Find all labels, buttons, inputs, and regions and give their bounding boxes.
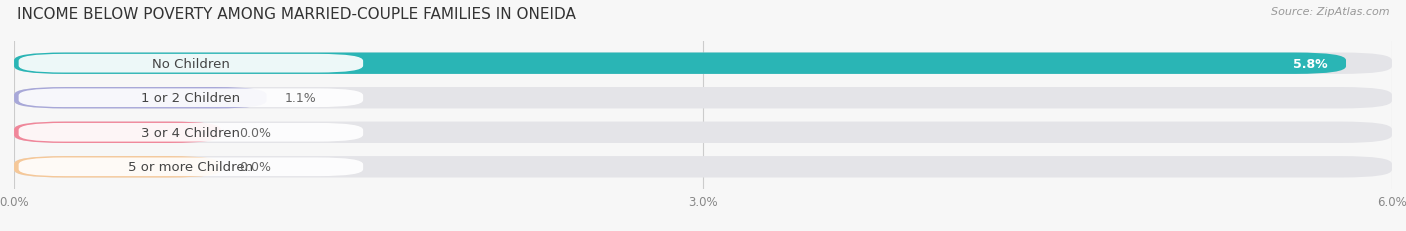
Text: 1 or 2 Children: 1 or 2 Children xyxy=(142,92,240,105)
FancyBboxPatch shape xyxy=(18,55,363,73)
FancyBboxPatch shape xyxy=(14,88,267,109)
FancyBboxPatch shape xyxy=(14,122,221,143)
FancyBboxPatch shape xyxy=(14,88,1392,109)
Text: 3 or 4 Children: 3 or 4 Children xyxy=(142,126,240,139)
FancyBboxPatch shape xyxy=(14,156,221,178)
FancyBboxPatch shape xyxy=(14,53,1346,75)
Text: No Children: No Children xyxy=(152,58,229,70)
FancyBboxPatch shape xyxy=(18,158,363,176)
FancyBboxPatch shape xyxy=(14,156,1392,178)
FancyBboxPatch shape xyxy=(14,53,1392,75)
Text: 5 or more Children: 5 or more Children xyxy=(128,161,253,173)
FancyBboxPatch shape xyxy=(14,122,1392,143)
Text: INCOME BELOW POVERTY AMONG MARRIED-COUPLE FAMILIES IN ONEIDA: INCOME BELOW POVERTY AMONG MARRIED-COUPL… xyxy=(17,7,575,22)
Text: Source: ZipAtlas.com: Source: ZipAtlas.com xyxy=(1271,7,1389,17)
Text: 5.8%: 5.8% xyxy=(1294,58,1327,70)
FancyBboxPatch shape xyxy=(18,89,363,108)
Text: 0.0%: 0.0% xyxy=(239,161,271,173)
Text: 1.1%: 1.1% xyxy=(285,92,316,105)
FancyBboxPatch shape xyxy=(18,123,363,142)
Text: 0.0%: 0.0% xyxy=(239,126,271,139)
